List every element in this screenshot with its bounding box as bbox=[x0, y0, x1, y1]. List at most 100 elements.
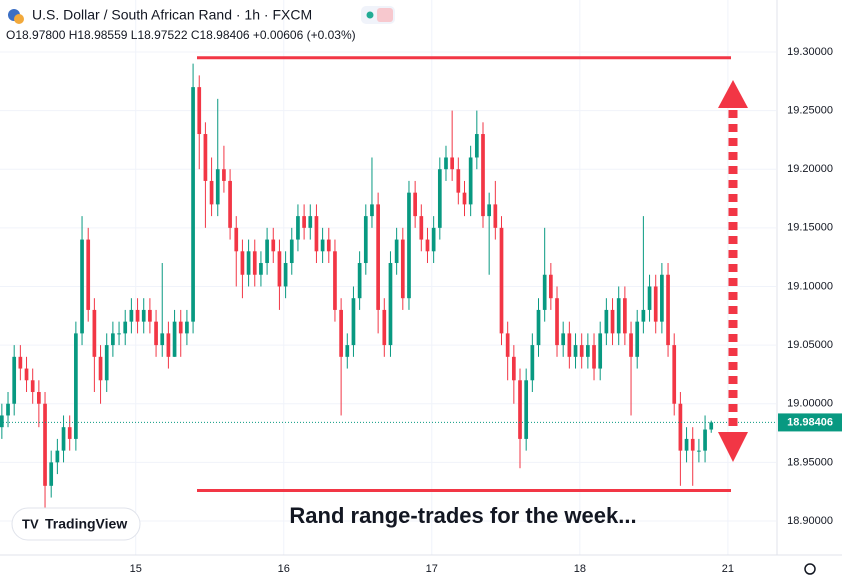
candle-body bbox=[653, 286, 658, 322]
candle-body bbox=[283, 263, 288, 287]
x-tick-label: 16 bbox=[278, 563, 290, 575]
x-tick-label: 18 bbox=[574, 563, 586, 575]
candle-body bbox=[246, 251, 251, 275]
logo-text: TradingView bbox=[45, 516, 127, 532]
candle-body bbox=[259, 263, 263, 275]
candle-body bbox=[172, 321, 177, 357]
candle-body bbox=[252, 251, 257, 275]
candle-body bbox=[499, 227, 504, 334]
candle-body bbox=[536, 309, 541, 346]
candle-body bbox=[265, 239, 269, 264]
logo-mark: TV bbox=[22, 516, 39, 531]
y-tick-label: 19.05000 bbox=[787, 339, 833, 351]
candle-body bbox=[425, 239, 430, 252]
range-arrow bbox=[718, 80, 748, 462]
candle-body bbox=[185, 321, 189, 334]
candle-body bbox=[67, 427, 72, 439]
candle-body bbox=[610, 309, 615, 334]
candle-body bbox=[160, 333, 165, 346]
candle-body bbox=[690, 438, 695, 451]
candle-body bbox=[561, 333, 566, 346]
candle-body bbox=[363, 216, 368, 264]
last-price-label: 18.98406 bbox=[787, 416, 833, 428]
candle-body bbox=[61, 427, 66, 451]
candle-body bbox=[345, 345, 350, 357]
candle-body bbox=[468, 157, 473, 205]
candle-body bbox=[672, 345, 677, 404]
candle-body bbox=[647, 286, 652, 310]
y-tick-label: 19.00000 bbox=[787, 398, 833, 410]
arrow-head bbox=[718, 432, 748, 462]
x-tick-label: 21 bbox=[722, 563, 734, 575]
candle-body bbox=[530, 345, 535, 381]
settings-icon[interactable] bbox=[804, 563, 816, 575]
x-tick-label: 17 bbox=[426, 563, 438, 575]
candle-body bbox=[43, 403, 47, 486]
annotation-text: Rand range-trades for the week... bbox=[289, 503, 636, 528]
logo-box bbox=[11, 507, 141, 541]
candle-body bbox=[6, 403, 10, 416]
candle-body bbox=[407, 192, 411, 299]
y-tick-label: 19.15000 bbox=[787, 222, 833, 234]
candle-body bbox=[567, 333, 572, 357]
candle-body bbox=[660, 274, 664, 322]
market-open-dot bbox=[366, 11, 374, 19]
candle-body bbox=[191, 87, 195, 322]
y-tick-label: 19.25000 bbox=[787, 104, 833, 116]
candle-body bbox=[394, 239, 399, 264]
candle-body bbox=[635, 321, 640, 357]
plot-area bbox=[0, 0, 776, 555]
candle-body bbox=[24, 368, 29, 381]
candle-body bbox=[86, 239, 91, 310]
candle-body bbox=[579, 345, 584, 357]
header: U.S. Dollar / South African Rand · 1h · … bbox=[6, 6, 395, 42]
candle-body bbox=[555, 298, 559, 346]
candle-body bbox=[141, 309, 146, 322]
flag-icon bbox=[14, 14, 24, 24]
candle-body bbox=[209, 180, 214, 205]
last-price-tag bbox=[778, 413, 842, 432]
candle-body bbox=[326, 239, 331, 252]
candle-body bbox=[666, 274, 670, 346]
candle-body bbox=[0, 415, 4, 428]
arrow-head bbox=[718, 80, 748, 108]
candle-body bbox=[697, 450, 701, 452]
candle-body bbox=[456, 169, 461, 193]
logo: TV TradingView bbox=[11, 507, 141, 541]
candle-body bbox=[444, 157, 448, 170]
candle-body bbox=[400, 239, 405, 299]
y-tick-label: 18.90000 bbox=[787, 515, 833, 527]
candle-body bbox=[117, 333, 121, 335]
candle-body bbox=[123, 321, 128, 334]
candle-body bbox=[604, 309, 609, 334]
candle-body bbox=[320, 239, 325, 252]
candle-body bbox=[431, 227, 436, 252]
candle-body bbox=[357, 263, 362, 299]
candle-body bbox=[80, 239, 84, 334]
x-tick-label: 15 bbox=[130, 563, 142, 575]
candle-body bbox=[166, 333, 171, 357]
symbol-title: U.S. Dollar / South African Rand · 1h · … bbox=[32, 7, 312, 23]
candle-body bbox=[592, 345, 596, 369]
candle-body bbox=[135, 309, 140, 322]
candle-body bbox=[333, 251, 337, 310]
candle-body bbox=[178, 321, 183, 334]
candle-body bbox=[197, 87, 202, 135]
candle-body bbox=[92, 309, 97, 357]
candle-body bbox=[487, 204, 492, 217]
candle-body bbox=[450, 157, 455, 170]
candle-body bbox=[37, 392, 41, 404]
candle-body bbox=[376, 204, 380, 310]
candle-body bbox=[55, 450, 60, 463]
candle-body bbox=[413, 192, 417, 217]
candle-body bbox=[314, 216, 319, 252]
candle-body bbox=[598, 333, 603, 369]
candle-body bbox=[481, 134, 485, 217]
candle-body bbox=[493, 204, 498, 228]
candle-body bbox=[437, 169, 442, 228]
candle-body bbox=[277, 251, 282, 287]
candle-body bbox=[74, 333, 78, 439]
candle-body bbox=[511, 356, 516, 381]
candle-body bbox=[104, 345, 109, 381]
